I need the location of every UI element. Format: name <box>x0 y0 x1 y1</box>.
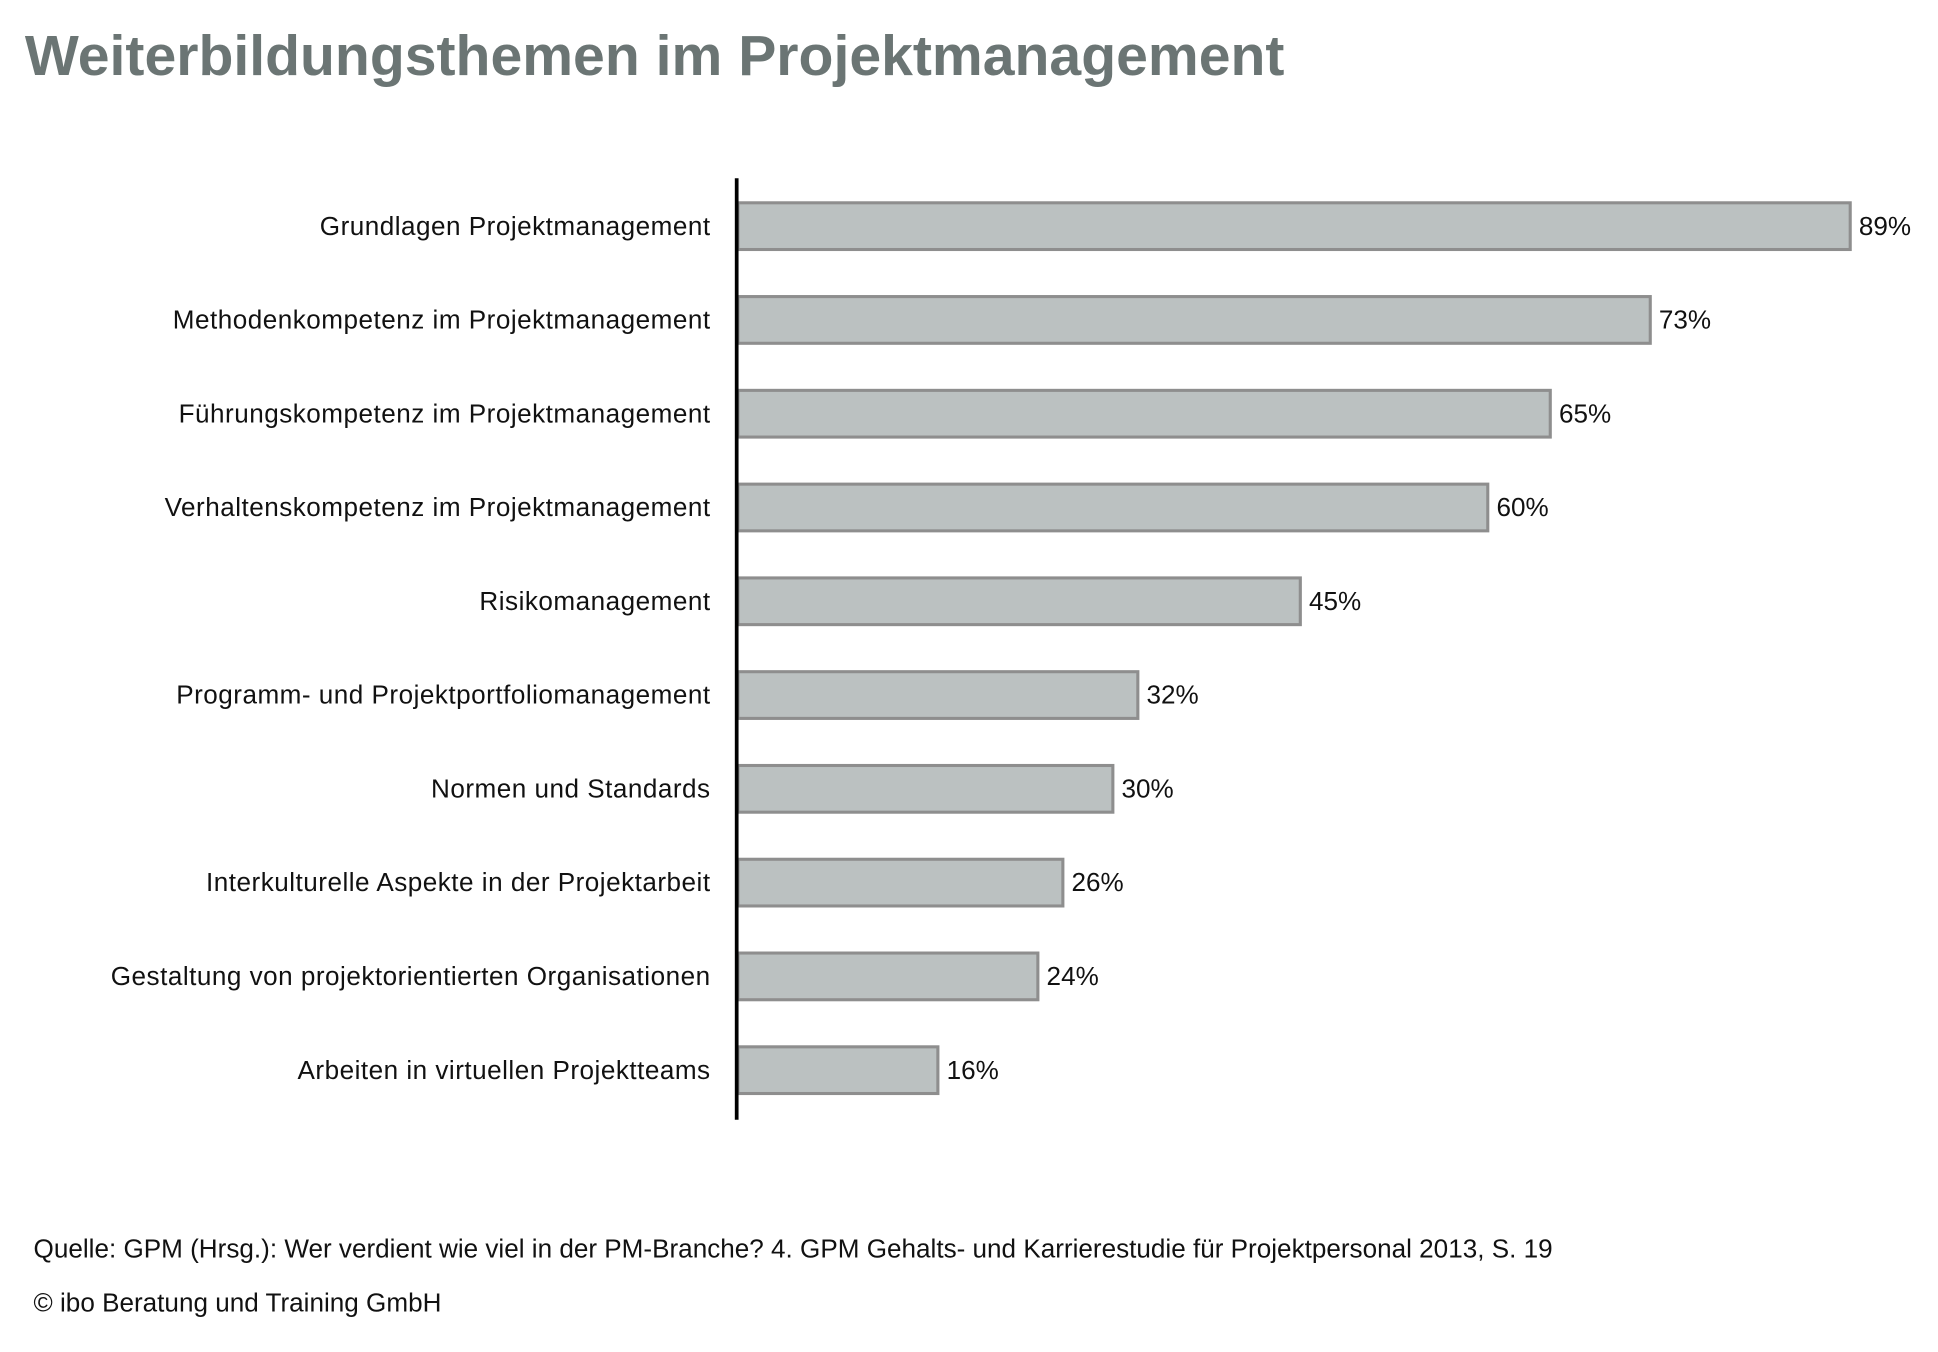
category-label: Risikomanagement <box>479 588 710 616</box>
value-label: 60% <box>1496 494 1548 522</box>
bar <box>736 951 1040 1002</box>
bar <box>736 201 1852 252</box>
category-label: Programm- und Projektportfoliomanagement <box>176 682 711 710</box>
bar <box>736 1045 940 1096</box>
bar <box>736 388 1552 439</box>
value-label: 73% <box>1659 307 1711 335</box>
value-label: 16% <box>947 1057 999 1085</box>
copyright-note: © ibo Beratung und Training GmbH <box>33 1289 442 1318</box>
value-label: 32% <box>1147 682 1199 710</box>
value-label: 89% <box>1859 213 1911 241</box>
value-label: 26% <box>1072 869 1124 897</box>
value-label: 65% <box>1559 400 1611 428</box>
bar <box>736 295 1652 345</box>
value-label: 24% <box>1047 963 1099 991</box>
chart-title: Weiterbildungsthemen im Projektmanagemen… <box>24 23 1285 88</box>
bar-chart: Grundlagen Projektmanagement 89% Methodenk… <box>111 178 1911 1120</box>
category-label: Gestaltung von projektorientierten Organ… <box>111 963 711 991</box>
source-note: Quelle: GPM (Hrsg.): Wer verdient wie vi… <box>33 1235 1553 1264</box>
value-label: 30% <box>1122 776 1174 804</box>
bar <box>736 576 1302 627</box>
bar <box>736 670 1140 720</box>
category-label: Interkulturelle Aspekte in der Projektar… <box>206 869 711 897</box>
category-label: Methodenkompetenz im Projektmanagement <box>173 307 711 335</box>
bar <box>736 482 1490 533</box>
bar <box>736 857 1065 908</box>
category-label: Verhaltenskompetenz im Projektmanagement <box>165 494 711 522</box>
category-label: Normen und Standards <box>431 776 711 804</box>
category-label: Führungskompetenz im Projektmanagement <box>179 400 711 428</box>
category-label: Grundlagen Projektmanagement <box>320 213 711 241</box>
value-label: 45% <box>1309 588 1361 616</box>
category-label: Arbeiten in virtuellen Projektteams <box>298 1057 711 1085</box>
bar <box>736 763 1115 814</box>
